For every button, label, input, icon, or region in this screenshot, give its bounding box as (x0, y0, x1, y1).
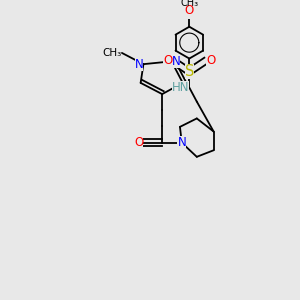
Text: HN: HN (172, 81, 189, 94)
Text: O: O (134, 136, 143, 149)
Text: CH₃: CH₃ (103, 48, 122, 58)
Text: N: N (172, 55, 180, 68)
Text: S: S (184, 64, 194, 79)
Text: O: O (206, 54, 215, 67)
Text: N: N (135, 58, 143, 71)
Text: CH₃: CH₃ (180, 0, 198, 8)
Text: N: N (177, 136, 186, 149)
Text: O: O (185, 4, 194, 17)
Text: O: O (163, 54, 172, 67)
